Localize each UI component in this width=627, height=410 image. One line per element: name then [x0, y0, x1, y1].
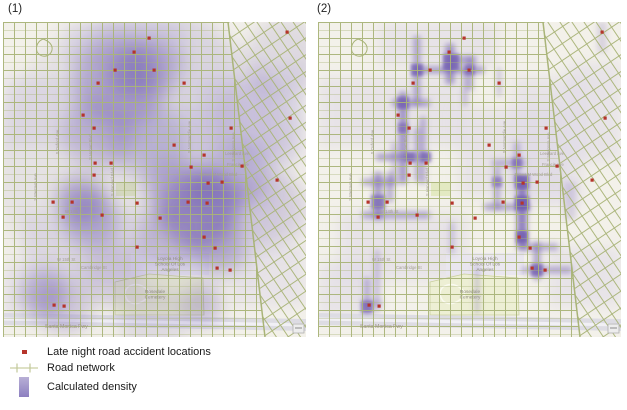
road-network-icon	[10, 363, 38, 373]
svg-text:James M Wood Blvd: James M Wood Blvd	[514, 172, 553, 177]
svg-text:Santa Monica Fwy: Santa Monica Fwy	[360, 324, 403, 330]
svg-text:W 15th St: W 15th St	[372, 257, 391, 262]
accident-marker-icon	[21, 350, 27, 354]
svg-text:S Harvard Blvd: S Harvard Blvd	[425, 167, 430, 196]
svg-text:W 14th St: W 14th St	[380, 209, 399, 214]
panel-1-label: (1)	[8, 3, 23, 15]
legend-road-label: Road network	[47, 362, 115, 374]
svg-text:S Normandie Ave: S Normandie Ave	[502, 120, 507, 153]
svg-text:S Hobart Blvd: S Hobart Blvd	[88, 133, 93, 160]
svg-text:W 15th St: W 15th St	[57, 257, 76, 262]
svg-text:Cambridge St: Cambridge St	[81, 265, 107, 270]
svg-text:S Western Ave: S Western Ave	[348, 173, 353, 201]
legend-item-density: Calculated density	[6, 376, 211, 398]
svg-text:S Hobart Blvd: S Hobart Blvd	[403, 133, 408, 160]
svg-text:Leeward Ave: Leeward Ave	[225, 151, 250, 156]
svg-text:Francis Ave: Francis Ave	[542, 162, 564, 167]
density-swatch-icon	[19, 377, 29, 397]
legend-density-label: Calculated density	[47, 381, 137, 393]
map-logo-icon	[292, 323, 305, 334]
svg-text:S Mariposa Ave: S Mariposa Ave	[546, 132, 551, 162]
svg-text:S Oxford Ave: S Oxford Ave	[370, 129, 375, 154]
panel-2-label: (2)	[317, 3, 332, 15]
map-kernel-density: James M Wood Blvd Leeward Ave Francis Ave W…	[3, 22, 306, 337]
svg-text:Leeward Ave: Leeward Ave	[540, 151, 565, 156]
svg-text:Cambridge St: Cambridge St	[396, 265, 422, 270]
svg-text:S Western Ave: S Western Ave	[33, 173, 38, 201]
legend: Late night road accident locations Road …	[6, 344, 211, 398]
svg-text:W 14th St: W 14th St	[65, 209, 84, 214]
svg-text:Francis Ave: Francis Ave	[227, 162, 249, 167]
svg-text:S Normandie Ave: S Normandie Ave	[187, 120, 192, 153]
legend-accident-label: Late night road accident locations	[47, 346, 211, 358]
svg-text:James M Wood Blvd: James M Wood Blvd	[199, 172, 238, 177]
map-network-density: James M Wood Blvd Leeward Ave Francis Ave W…	[318, 22, 621, 337]
svg-text:S Oxford Ave: S Oxford Ave	[55, 129, 60, 154]
legend-item-accidents: Late night road accident locations	[6, 344, 211, 360]
legend-item-road-network: Road network	[6, 360, 211, 376]
svg-text:S Mariposa Ave: S Mariposa Ave	[231, 132, 236, 162]
map-logo-icon	[607, 323, 620, 334]
svg-text:Santa Monica Fwy: Santa Monica Fwy	[45, 324, 88, 330]
svg-text:S Harvard Blvd: S Harvard Blvd	[110, 167, 115, 196]
